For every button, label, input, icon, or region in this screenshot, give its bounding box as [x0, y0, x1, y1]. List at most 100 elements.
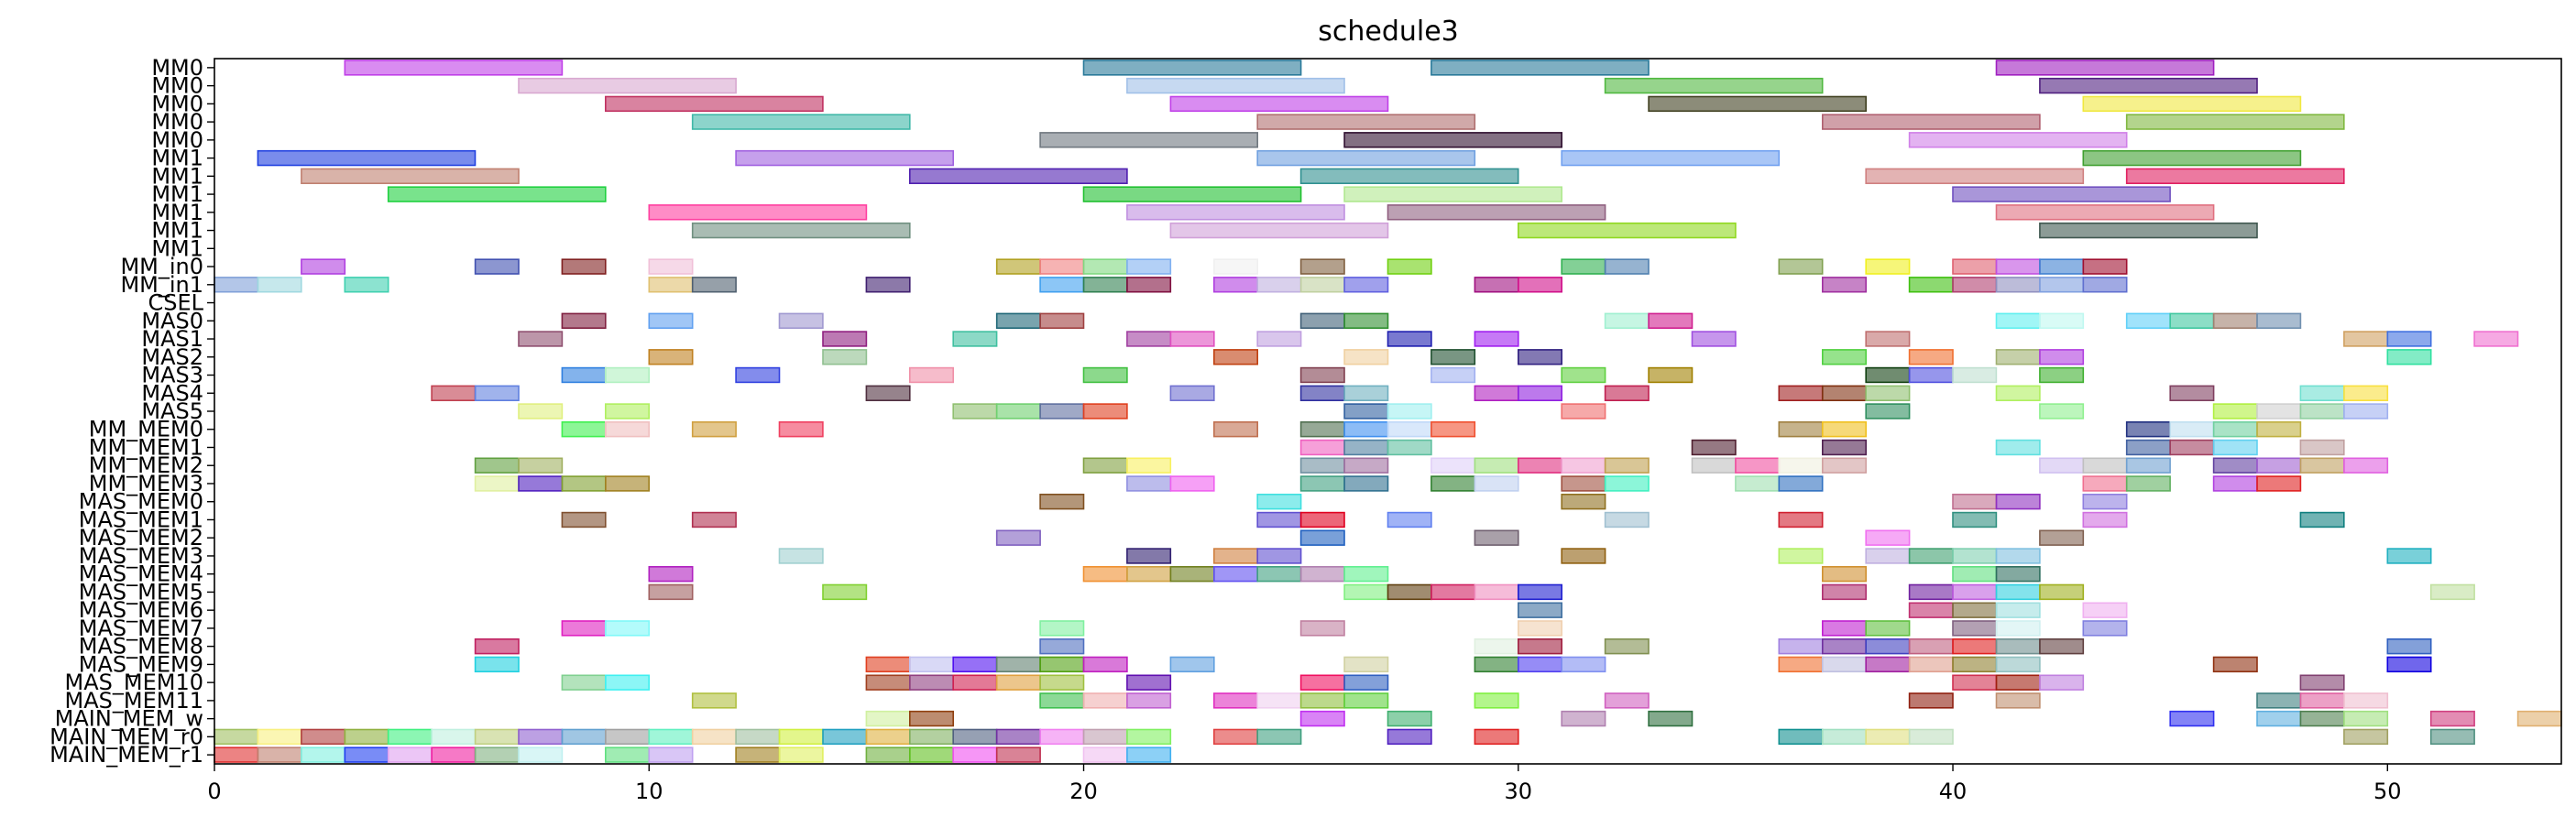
task-bar	[1213, 692, 1259, 709]
task-bar	[735, 149, 954, 167]
task-bar	[1604, 258, 1650, 275]
task-bar	[1952, 656, 1998, 673]
task-bar	[691, 114, 911, 130]
task-bar	[1908, 728, 1954, 746]
task-bar	[1387, 403, 1432, 419]
task-bar	[1039, 674, 1085, 691]
task-bar	[1256, 565, 1302, 583]
task-bar	[1213, 565, 1259, 583]
task-bar	[2039, 222, 2258, 239]
task-bar	[1169, 95, 1389, 113]
task-bar	[431, 728, 477, 746]
task-bar	[1561, 149, 1781, 167]
task-bar	[995, 728, 1041, 746]
y-tick-label: MAIN_MEM_r1	[49, 742, 203, 768]
task-bar	[2125, 420, 2171, 438]
task-bar	[1822, 728, 1868, 746]
task-bar	[1604, 457, 1650, 474]
task-bar	[1604, 475, 1650, 492]
task-bar	[1648, 710, 1694, 727]
task-bar	[1952, 620, 1998, 637]
task-bar	[1343, 420, 1389, 438]
task-bar	[1474, 331, 1519, 347]
task-bar	[1518, 277, 1563, 293]
task-bar	[1908, 583, 1954, 601]
task-bar	[1518, 385, 1563, 401]
task-bar	[691, 277, 737, 293]
task-bar	[1648, 95, 1867, 113]
task-bar	[1908, 277, 1954, 293]
task-bar	[431, 385, 477, 401]
task-bar	[2299, 511, 2345, 528]
y-tick-label: MM1	[151, 181, 203, 207]
task-bar	[2212, 439, 2258, 456]
y-tick-label: MAS_MEM0	[79, 489, 203, 515]
task-bar	[604, 95, 824, 113]
task-bar	[1039, 637, 1085, 655]
task-bar	[2082, 149, 2302, 167]
task-bar	[2343, 457, 2389, 474]
task-bar	[1518, 222, 1737, 239]
task-bar	[1126, 692, 1172, 709]
y-tick-label: MAS_MEM5	[79, 579, 203, 605]
task-bar	[1299, 439, 1345, 456]
task-bar	[2125, 312, 2171, 329]
task-bar	[2039, 457, 2085, 474]
task-bar	[1082, 746, 1128, 763]
task-bar	[1778, 656, 1824, 673]
task-bar	[2212, 656, 2258, 673]
task-bar	[2125, 475, 2171, 492]
task-bar	[1387, 728, 1432, 746]
task-bar	[1952, 602, 1998, 618]
task-bar	[1256, 548, 1302, 564]
task-bar	[1039, 656, 1085, 673]
task-bar	[1169, 565, 1215, 583]
task-bar	[561, 674, 607, 691]
task-bar	[2256, 457, 2302, 474]
task-bar	[908, 728, 954, 746]
task-bar	[735, 728, 781, 746]
task-bar	[1299, 457, 1345, 474]
task-bar	[1822, 565, 1868, 583]
task-bar	[778, 312, 824, 329]
task-bar	[1822, 656, 1868, 673]
task-bar	[2212, 420, 2258, 438]
task-bar	[1865, 168, 2085, 184]
task-bar	[1126, 457, 1172, 474]
task-bar	[1213, 349, 1259, 365]
task-bar	[257, 728, 302, 746]
y-tick-label: MM_MEM1	[89, 434, 203, 460]
task-bar	[865, 710, 911, 727]
y-tick-label: MM0	[151, 55, 203, 81]
task-bar	[1169, 331, 1215, 347]
x-tick-label: 50	[2373, 779, 2402, 804]
task-bar	[2212, 403, 2258, 419]
task-bar	[1691, 331, 1737, 347]
task-bar	[865, 277, 911, 293]
task-bar	[1865, 385, 1911, 401]
task-bar	[691, 511, 737, 528]
task-bar	[518, 746, 564, 763]
task-bar	[1039, 277, 1085, 293]
task-bar	[2039, 258, 2085, 275]
task-bar	[518, 77, 737, 94]
task-bar	[1299, 420, 1345, 438]
task-bar	[1256, 692, 1302, 709]
task-bar	[604, 674, 650, 691]
task-bar	[301, 728, 346, 746]
task-bar	[1431, 475, 1476, 492]
task-bar	[1256, 149, 1476, 167]
task-bar	[257, 149, 477, 167]
task-bar	[2039, 637, 2085, 655]
task-bar	[2039, 366, 2085, 384]
task-bar	[2082, 457, 2128, 474]
task-bar	[1299, 366, 1345, 384]
task-bar	[2169, 385, 2215, 401]
task-bar	[1518, 656, 1563, 673]
task-bar	[2299, 710, 2345, 727]
task-bar	[1474, 457, 1519, 474]
task-bar	[908, 656, 954, 673]
task-bar	[1256, 331, 1302, 347]
task-bar	[1082, 457, 1128, 474]
y-tick-label: MAS_MEM6	[79, 597, 203, 623]
